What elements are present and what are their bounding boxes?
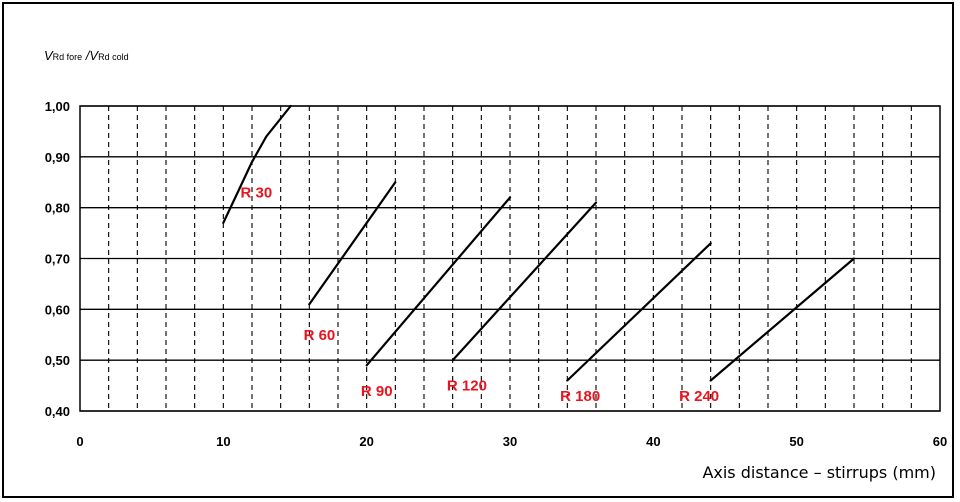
series-line-1: [222, 104, 292, 224]
series-label-5: R 180: [560, 388, 600, 405]
y-tick-label: 0,40: [45, 404, 70, 419]
y-tick-label: 0,90: [45, 150, 70, 165]
y-tick-label: 0,80: [45, 201, 70, 216]
y-tick-label: 0,60: [45, 302, 70, 317]
series-group: R 30 R 60 R 90 R 120 R 180 R 240: [222, 104, 856, 405]
x-tick-label: 50: [789, 434, 803, 449]
y-tick-label: 1,00: [45, 99, 70, 114]
y-axis-label: VRd fore /VRd cold: [44, 48, 129, 63]
plot-area: [79, 105, 941, 412]
x-tick-label: 0: [76, 434, 83, 449]
x-tick-label: 10: [216, 434, 230, 449]
x-tick-label: 20: [359, 434, 373, 449]
series-line-3: [365, 196, 512, 367]
series-label-4: R 120: [447, 378, 487, 395]
series-line-4: [451, 201, 598, 362]
y-tick-label: 0,50: [45, 353, 70, 368]
x-tick-label: 60: [933, 434, 947, 449]
series-label-1: R 30: [241, 185, 273, 202]
series-label-3: R 90: [361, 383, 393, 400]
series-label-2: R 60: [304, 327, 336, 344]
y-tick-label: 0,70: [45, 252, 70, 267]
y-tick-labels: 0,40 0,50 0,60 0,70 0,80 0,90 1,00: [45, 99, 70, 419]
x-tick-label: 30: [503, 434, 517, 449]
series-line-6: [709, 257, 856, 382]
series-line-5: [566, 242, 712, 382]
x-axis-label: Axis distance – stirrups (mm): [702, 463, 936, 482]
x-tick-label: 40: [646, 434, 660, 449]
series-label-6: R 240: [679, 388, 719, 405]
series-line-2: [308, 181, 397, 306]
chart-frame: [2, 2, 954, 498]
grid: [79, 105, 941, 412]
x-tick-labels: 0 10 20 30 40 50 60: [76, 434, 947, 449]
